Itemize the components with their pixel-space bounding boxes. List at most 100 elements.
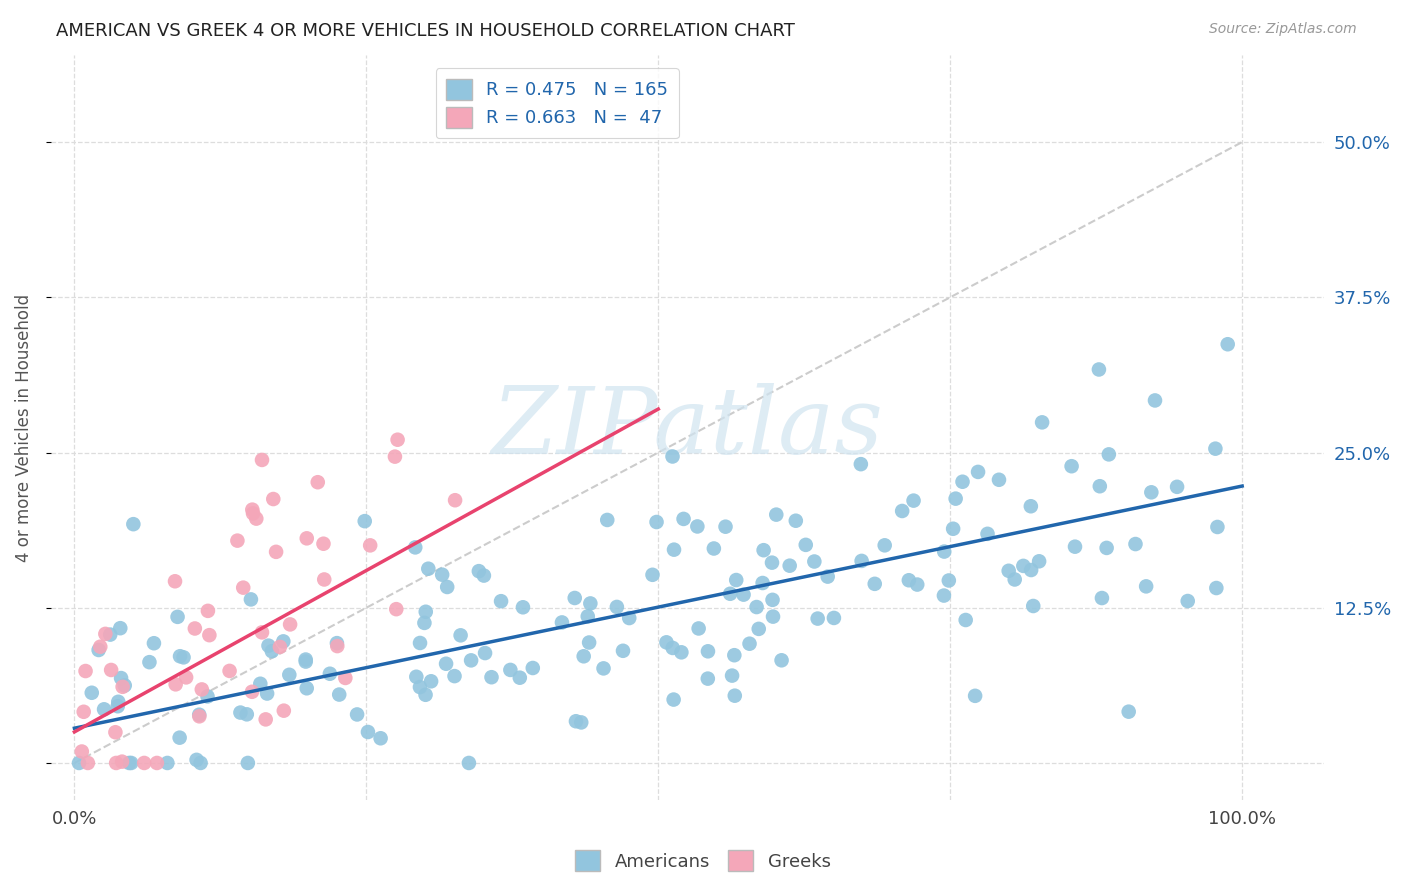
Point [1019, 500, 1042, 514]
Point [264, 545, 287, 559]
Point [905, 577, 928, 591]
Point [404, 541, 426, 555]
Point [851, 554, 873, 568]
Point [718, 587, 741, 601]
Point [903, 493, 925, 508]
Point [457, 756, 479, 770]
Point [725, 573, 748, 587]
Point [107, 699, 129, 714]
Point [75, 664, 97, 678]
Point [89, 640, 111, 654]
Point [564, 591, 586, 605]
Point [257, 639, 280, 653]
Point [443, 669, 465, 683]
Point [703, 541, 725, 556]
Point [721, 668, 744, 682]
Point [863, 577, 886, 591]
Point [444, 493, 467, 508]
Point [645, 515, 668, 529]
Point [499, 663, 522, 677]
Point [295, 681, 318, 696]
Point [967, 465, 990, 479]
Point [307, 475, 329, 490]
Point [245, 511, 267, 525]
Point [118, 756, 141, 770]
Point [353, 514, 375, 528]
Point [294, 655, 316, 669]
Point [849, 457, 872, 471]
Point [752, 543, 775, 558]
Point [988, 473, 1011, 487]
Legend: Americans, Greeks: Americans, Greeks [568, 843, 838, 879]
Point [229, 706, 252, 720]
Point [188, 709, 211, 723]
Point [409, 680, 432, 694]
Point [1135, 579, 1157, 593]
Point [997, 564, 1019, 578]
Point [655, 635, 678, 649]
Point [409, 636, 432, 650]
Point [67, 756, 90, 770]
Point [191, 682, 214, 697]
Point [460, 653, 482, 667]
Point [418, 562, 440, 576]
Point [662, 692, 685, 706]
Point [278, 668, 301, 682]
Point [110, 671, 132, 685]
Point [262, 491, 284, 506]
Point [104, 725, 127, 739]
Point [576, 609, 599, 624]
Point [472, 568, 495, 582]
Point [672, 512, 695, 526]
Point [197, 690, 219, 704]
Point [897, 574, 920, 588]
Point [1019, 563, 1042, 577]
Point [565, 714, 588, 729]
Point [1140, 485, 1163, 500]
Point [436, 580, 458, 594]
Point [671, 645, 693, 659]
Point [138, 655, 160, 669]
Point [120, 756, 142, 770]
Point [93, 702, 115, 716]
Point [346, 707, 368, 722]
Point [250, 453, 273, 467]
Point [579, 596, 602, 610]
Point [312, 537, 335, 551]
Point [184, 622, 207, 636]
Point [748, 622, 770, 636]
Point [87, 643, 110, 657]
Point [489, 594, 512, 608]
Point [688, 622, 710, 636]
Point [111, 755, 134, 769]
Point [254, 712, 277, 726]
Point [387, 433, 409, 447]
Point [509, 671, 531, 685]
Point [197, 604, 219, 618]
Point [661, 640, 683, 655]
Point [803, 554, 825, 568]
Point [1088, 479, 1111, 493]
Point [932, 589, 955, 603]
Point [817, 569, 839, 583]
Point [269, 640, 291, 654]
Point [592, 661, 614, 675]
Point [1216, 337, 1239, 351]
Point [242, 507, 264, 521]
Point [474, 646, 496, 660]
Text: AMERICAN VS GREEK 4 OR MORE VEHICLES IN HOUSEHOLD CORRELATION CHART: AMERICAN VS GREEK 4 OR MORE VEHICLES IN … [56, 22, 796, 40]
Point [142, 636, 165, 650]
Point [955, 613, 977, 627]
Point [1204, 442, 1226, 456]
Point [714, 519, 737, 533]
Point [569, 715, 592, 730]
Point [686, 519, 709, 533]
Point [385, 602, 408, 616]
Point [751, 576, 773, 591]
Point [314, 573, 336, 587]
Point [73, 705, 96, 719]
Point [891, 504, 914, 518]
Text: Source: ZipAtlas.com: Source: ZipAtlas.com [1209, 22, 1357, 37]
Point [1004, 573, 1026, 587]
Point [105, 756, 128, 770]
